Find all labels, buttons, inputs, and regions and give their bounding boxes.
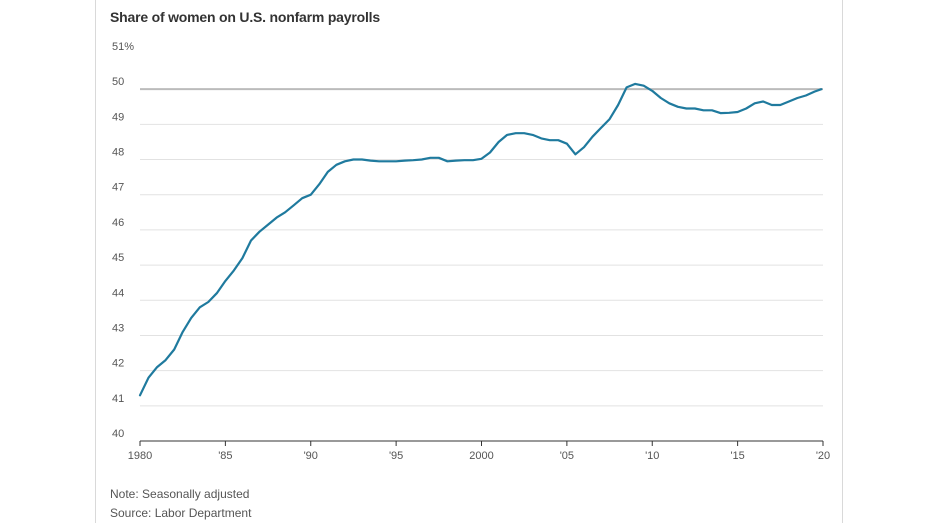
note-text: Note: Seasonally adjusted: [110, 487, 250, 501]
source-text: Source: Labor Department: [110, 506, 252, 520]
y-tick-label: 40: [112, 428, 124, 440]
y-tick-label: 48: [112, 147, 124, 159]
series-layer: [138, 82, 823, 397]
y-tick-label: 47: [112, 182, 124, 194]
x-tick-label: '90: [304, 450, 318, 462]
x-axis-labels: 1980 '85 '90 '95 2000 '05 '10 '15 '20: [128, 441, 830, 462]
x-tick-label: '05: [560, 450, 574, 462]
y-tick-label: 42: [112, 358, 124, 370]
y-tick-label: 44: [112, 287, 124, 299]
y-tick-label: 49: [112, 111, 124, 123]
y-tick-label: 41: [112, 393, 124, 405]
y-axis-labels: 40 41 42 43 44 45 46 47 48 49 50 51%: [112, 41, 134, 440]
chart-frame: [95, 0, 843, 523]
x-tick-label: '95: [389, 450, 403, 462]
x-tick-label: '85: [218, 450, 232, 462]
y-tick-label-top: 51%: [112, 41, 134, 53]
x-tick-label: '10: [645, 450, 659, 462]
series-line: [138, 82, 823, 397]
y-tick-label: 50: [112, 76, 124, 88]
grid-lines: [140, 88, 823, 442]
x-tick-label: '15: [730, 450, 744, 462]
x-tick-label: '20: [816, 450, 830, 462]
y-tick-label: 43: [112, 322, 124, 334]
y-tick-label: 45: [112, 252, 124, 264]
y-tick-label: 46: [112, 217, 124, 229]
chart-title: Share of women on U.S. nonfarm payrolls: [110, 9, 380, 25]
x-tick-label: 1980: [128, 450, 152, 462]
x-tick-label: 2000: [469, 450, 493, 462]
